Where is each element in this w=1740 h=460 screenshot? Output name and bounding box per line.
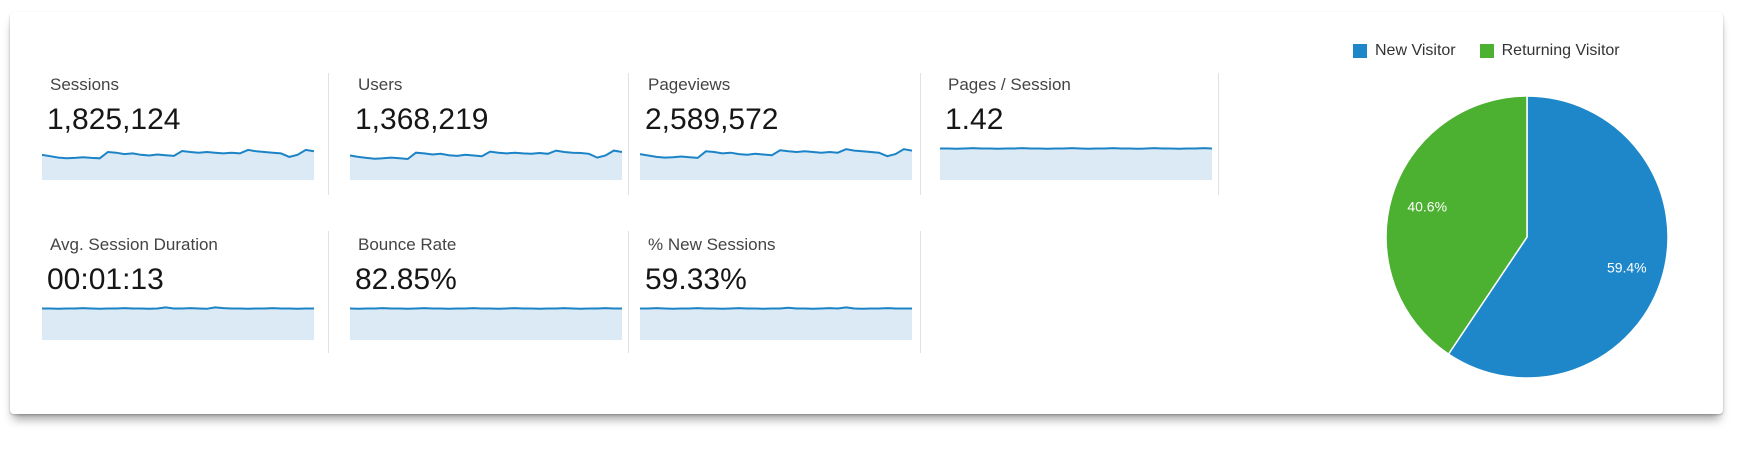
metric-card-pages-per-session[interactable]: Pages / Session 1.42 bbox=[940, 75, 1220, 180]
metric-label: Bounce Rate bbox=[358, 235, 457, 254]
pie-legend: New Visitor Returning Visitor bbox=[1353, 42, 1620, 60]
metric-value: 1,825,124 bbox=[47, 103, 181, 136]
pie-data-label: 59.4% bbox=[1607, 259, 1647, 275]
metric-sparkline bbox=[350, 149, 622, 180]
legend-item-returning-visitor: Returning Visitor bbox=[1479, 42, 1620, 60]
metric-sparkline bbox=[940, 147, 1212, 180]
pie-slice-returning-visitor[interactable] bbox=[1385, 95, 1528, 355]
metric-label: Pages / Session bbox=[948, 75, 1071, 94]
metric-sparkline bbox=[42, 148, 314, 180]
metric-value: 59.33% bbox=[645, 263, 747, 296]
metric-card-users[interactable]: Users 1,368,219 bbox=[350, 75, 630, 180]
metric-value: 00:01:13 bbox=[47, 263, 164, 296]
divider bbox=[628, 73, 629, 195]
divider bbox=[328, 231, 329, 353]
metric-label: Sessions bbox=[50, 75, 119, 94]
divider bbox=[920, 73, 921, 195]
metric-label: Pageviews bbox=[648, 75, 731, 94]
divider bbox=[328, 73, 329, 195]
legend-swatch-returning-visitor-icon bbox=[1479, 44, 1494, 58]
metric-sparkline bbox=[42, 306, 314, 340]
legend-swatch-new-visitor-icon bbox=[1353, 44, 1367, 58]
metric-card-bounce-rate[interactable]: Bounce Rate 82.85% bbox=[350, 235, 630, 340]
metric-card-percent-new-sessions[interactable]: % New Sessions 59.33% bbox=[640, 235, 920, 340]
metric-value: 82.85% bbox=[355, 263, 457, 296]
metric-label: Users bbox=[358, 75, 403, 94]
metric-sparkline bbox=[640, 148, 912, 180]
metric-label: Avg. Session Duration bbox=[50, 235, 218, 254]
pie-data-label: 40.6% bbox=[1407, 199, 1447, 215]
metric-sparkline bbox=[640, 306, 912, 340]
divider bbox=[1218, 73, 1219, 195]
metric-value: 2,589,572 bbox=[645, 103, 779, 136]
analytics-overview-card: Sessions 1,825,124 Users 1,368,219 Pagev… bbox=[10, 12, 1723, 414]
legend-label: New Visitor bbox=[1375, 42, 1456, 59]
divider bbox=[920, 231, 921, 353]
divider bbox=[628, 231, 629, 353]
legend-label: Returning Visitor bbox=[1501, 42, 1620, 59]
metric-value: 1,368,219 bbox=[355, 103, 489, 136]
metric-sparkline bbox=[350, 307, 622, 340]
pie-slice-new-visitor[interactable] bbox=[1447, 95, 1669, 379]
legend-item-new-visitor: New Visitor bbox=[1353, 42, 1456, 60]
visitor-type-pie-chart[interactable]: 59.4% 40.6% bbox=[1377, 87, 1677, 387]
metric-value: 1.42 bbox=[945, 103, 1004, 136]
metric-card-sessions[interactable]: Sessions 1,825,124 bbox=[42, 75, 322, 180]
metric-label: % New Sessions bbox=[648, 235, 776, 254]
metric-card-avg-session-duration[interactable]: Avg. Session Duration 00:01:13 bbox=[42, 235, 322, 340]
metric-card-pageviews[interactable]: Pageviews 2,589,572 bbox=[640, 75, 920, 180]
